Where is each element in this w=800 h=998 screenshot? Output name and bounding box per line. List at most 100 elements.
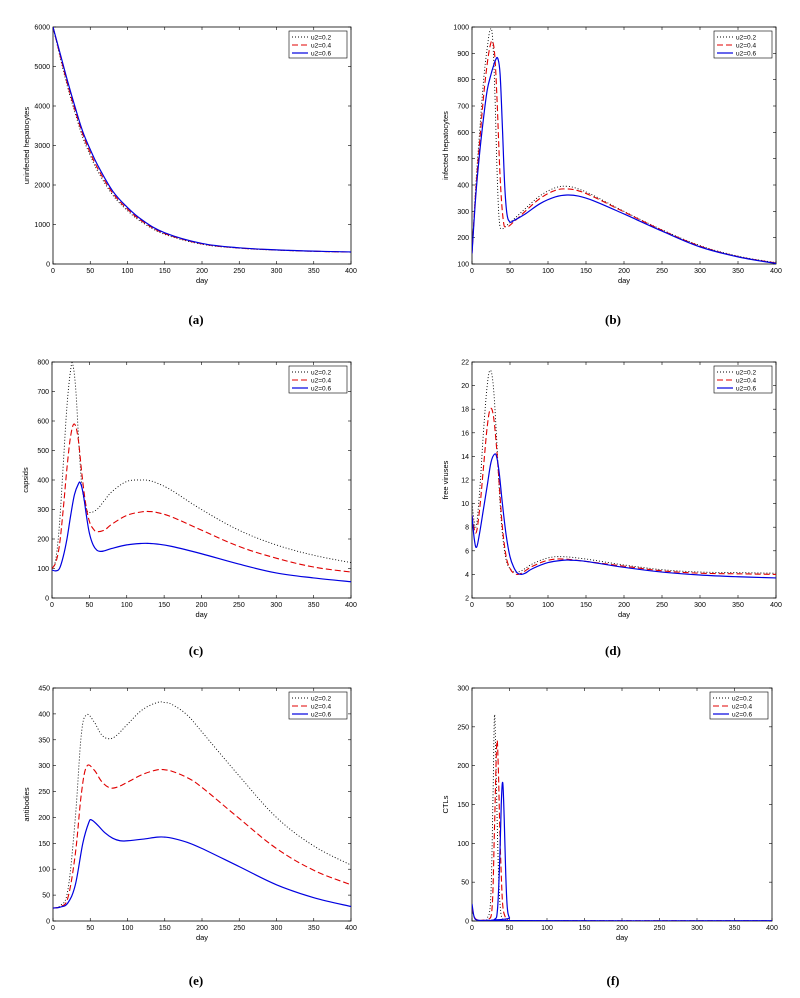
y-tick-label: 1000	[34, 222, 50, 229]
legend: u2=0.2u2=0.4u2=0.6	[288, 365, 348, 394]
y-tick-label: 22	[461, 360, 469, 367]
panel-b: 0 50 100 150 200 250 300 350 400 100 200 300 400 500 6…	[441, 25, 782, 328]
x-tick-label: 300	[270, 602, 282, 609]
y-tick-label: 300	[457, 209, 469, 216]
y-tick-label: 18	[461, 407, 469, 414]
y-tick-label: 10	[461, 501, 469, 508]
panel-caption: (a)	[188, 312, 203, 327]
legend-label: u2=0.2	[311, 34, 331, 41]
x-tick-label: 300	[694, 268, 706, 275]
y-tick-label: 200	[457, 763, 469, 770]
panel-caption: (c)	[189, 643, 203, 658]
x-tick-label: 400	[345, 925, 357, 932]
x-tick-label: 250	[656, 602, 668, 609]
x-tick-label: 100	[541, 925, 553, 932]
y-tick-label: 0	[45, 596, 49, 603]
series-line-u2=0.4	[53, 764, 351, 909]
y-tick-label: 150	[457, 802, 469, 809]
legend-label: u2=0.6	[736, 50, 756, 57]
x-tick-label: 100	[122, 925, 134, 932]
axes-box	[52, 26, 352, 265]
legend-label: u2=0.4	[311, 377, 331, 384]
series-line-u2=0.6	[472, 453, 776, 579]
axes-box	[471, 687, 773, 922]
legend-label: u2=0.2	[311, 695, 331, 702]
axes-box	[51, 361, 352, 599]
y-tick-label: 300	[38, 763, 50, 770]
legend-label: u2=0.6	[311, 711, 331, 718]
x-tick-label: 400	[766, 925, 778, 932]
legend-label: u2=0.2	[311, 369, 331, 376]
y-axis-label: capsids	[21, 467, 30, 493]
x-axis-label: day	[618, 276, 630, 285]
x-tick-label: 200	[618, 268, 630, 275]
x-tick-label: 300	[694, 602, 706, 609]
y-tick-label: 8	[465, 525, 469, 532]
series-line-u2=0.6	[472, 56, 776, 264]
panel-e: 0 50 100 150 200 250 300 350 400 0 50 100 150 200 250 3…	[22, 686, 357, 989]
x-tick-label: 0	[470, 925, 474, 932]
y-tick-label: 50	[461, 880, 469, 887]
y-tick-label: 450	[38, 686, 50, 693]
x-tick-label: 0	[51, 268, 55, 275]
legend-label: u2=0.4	[732, 703, 752, 710]
series-line-u2=0.6	[52, 481, 351, 583]
x-tick-label: 150	[579, 925, 591, 932]
y-tick-label: 500	[457, 156, 469, 163]
y-tick-label: 100	[38, 867, 50, 874]
legend-label: u2=0.4	[311, 42, 331, 49]
x-tick-label: 200	[196, 925, 208, 932]
legend-label: u2=0.6	[732, 711, 752, 718]
x-tick-label: 100	[121, 602, 133, 609]
series-line-u2=0.6	[53, 818, 351, 909]
x-tick-label: 350	[308, 925, 320, 932]
x-tick-label: 350	[732, 602, 744, 609]
y-tick-label: 900	[457, 51, 469, 58]
x-tick-label: 150	[580, 602, 592, 609]
y-tick-label: 600	[457, 130, 469, 137]
y-tick-label: 200	[38, 815, 50, 822]
legend: u2=0.2u2=0.4u2=0.6	[288, 691, 348, 720]
legend-label: u2=0.4	[311, 703, 331, 710]
legend-label: u2=0.2	[732, 695, 752, 702]
x-tick-label: 200	[618, 602, 630, 609]
x-axis-label: day	[618, 610, 630, 619]
x-tick-label: 50	[506, 602, 514, 609]
y-tick-label: 300	[457, 686, 469, 693]
x-axis-label: day	[195, 610, 207, 619]
y-tick-label: 50	[42, 893, 50, 900]
panel-caption: (b)	[605, 312, 621, 327]
y-tick-label: 100	[457, 262, 469, 269]
series-line-u2=0.2	[472, 369, 776, 574]
y-tick-label: 100	[37, 566, 49, 573]
panel-c: 0 50 100 150 200 250 300 350 400 0 100 200 300 400 500…	[21, 360, 357, 659]
legend-label: u2=0.2	[736, 369, 756, 376]
x-tick-label: 300	[271, 268, 283, 275]
y-tick-label: 16	[461, 430, 469, 437]
series-line-u2=0.6	[472, 781, 772, 921]
y-tick-label: 400	[37, 478, 49, 485]
x-tick-label: 400	[770, 602, 782, 609]
x-tick-label: 150	[158, 602, 170, 609]
y-tick-label: 4	[465, 572, 469, 579]
y-tick-label: 100	[457, 841, 469, 848]
y-tick-label: 5000	[34, 64, 50, 71]
y-axis-label: uninfected hepatocytes	[22, 107, 31, 184]
y-tick-label: 300	[37, 507, 49, 514]
legend: u2=0.2u2=0.4u2=0.6	[713, 365, 773, 394]
x-tick-label: 300	[691, 925, 703, 932]
x-tick-label: 350	[308, 268, 320, 275]
y-tick-label: 2000	[34, 183, 50, 190]
axes-box	[471, 26, 777, 265]
panel-a: 0 50 100 150 200 250 300 350 4000100020003000400…	[22, 25, 357, 328]
series-line-u2=0.4	[472, 407, 776, 575]
series-line-u2=0.4	[52, 423, 351, 573]
x-tick-label: 100	[542, 268, 554, 275]
x-tick-label: 400	[770, 268, 782, 275]
y-axis-label: antibodies	[22, 787, 31, 821]
series-line-u2=0.6	[53, 27, 351, 253]
x-tick-label: 100	[542, 602, 554, 609]
y-tick-label: 200	[37, 537, 49, 544]
legend-label: u2=0.4	[736, 377, 756, 384]
x-tick-label: 50	[506, 925, 514, 932]
